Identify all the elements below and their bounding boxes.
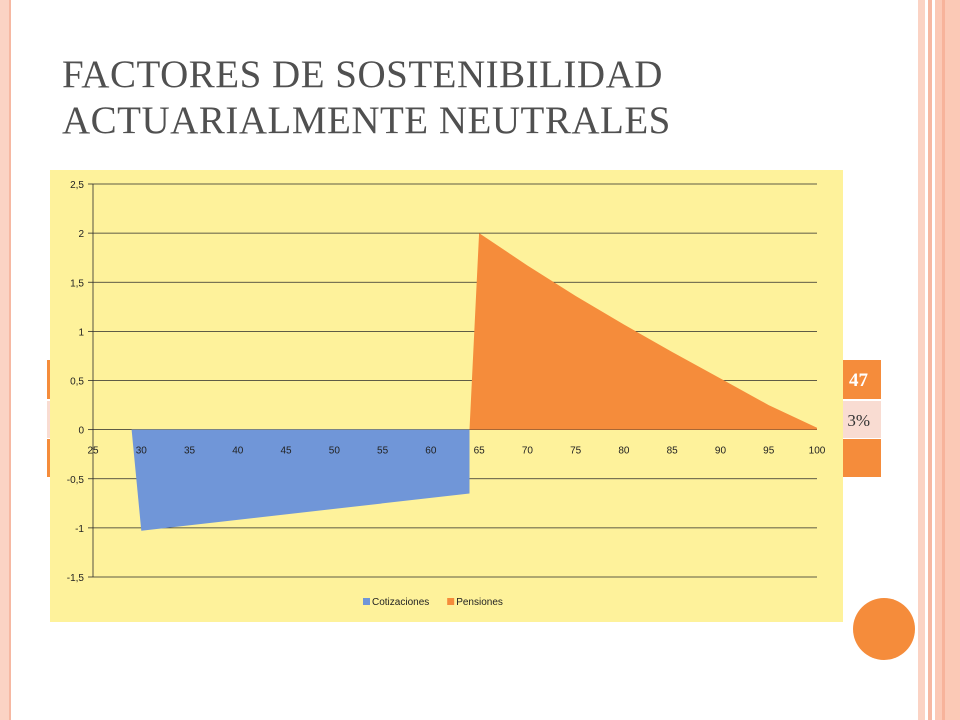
- series-area-cotizaciones: [131, 429, 470, 531]
- x-tick-label: 25: [87, 446, 99, 457]
- series-area-pensiones: [469, 233, 817, 430]
- legend-label: Cotizaciones: [372, 597, 429, 608]
- x-tick-label: 95: [763, 446, 775, 457]
- table-cell-value: 47: [849, 370, 868, 391]
- right-border-outer: [935, 0, 960, 720]
- x-tick-label: 90: [715, 446, 727, 457]
- slide-title-line1: FACTORES DE SOSTENIBILIDAD: [62, 53, 663, 96]
- x-tick-label: 40: [232, 446, 244, 457]
- x-tick-label: 70: [522, 446, 534, 457]
- y-tick-label: -1,5: [67, 573, 85, 584]
- x-tick-label: 60: [425, 446, 437, 457]
- x-tick-label: 85: [667, 446, 679, 457]
- x-tick-label: 30: [136, 446, 148, 457]
- legend-swatch: [363, 598, 370, 605]
- x-tick-label: 35: [184, 446, 196, 457]
- y-tick-label: 2: [78, 229, 84, 240]
- slide-title: FACTORES DE SOSTENIBILIDAD ACTUARIALMENT…: [62, 52, 862, 144]
- y-tick-label: 0,5: [70, 377, 84, 388]
- chart-area: 2,5 2 1,5 1 0,5 0 -0,5 -1 -1,5 25 30 35 40 45 50 55 60 65…: [50, 170, 843, 622]
- left-border-band: [0, 0, 9, 720]
- slide-title-line2: ACTUARIALMENTE NEUTRALES: [62, 99, 671, 142]
- y-tick-label: 1,5: [70, 278, 84, 289]
- right-border-line: [928, 0, 932, 720]
- x-tick-label: 45: [281, 446, 293, 457]
- x-tick-label: 65: [474, 446, 486, 457]
- y-tick-label: 1: [78, 327, 84, 338]
- y-tick-label: 0: [78, 426, 84, 437]
- legend-swatch: [447, 598, 455, 605]
- legend-label: Pensiones: [456, 597, 503, 608]
- right-border-band: [918, 0, 925, 720]
- x-tick-label: 80: [618, 446, 630, 457]
- x-tick-label: 55: [377, 446, 389, 457]
- x-tick-label: 100: [809, 446, 826, 457]
- x-tick-label: 50: [329, 446, 341, 457]
- accent-circle: [853, 598, 915, 660]
- x-tick-label: 75: [570, 446, 582, 457]
- y-tick-label: -0,5: [67, 475, 85, 486]
- table-cell-value: 3%: [847, 411, 870, 430]
- right-border-stripe: [942, 0, 945, 720]
- area-chart: 2,5 2 1,5 1 0,5 0 -0,5 -1 -1,5 25 30 35 40 45 50 55 60 65…: [67, 180, 826, 608]
- y-tick-label: 2,5: [70, 180, 84, 191]
- y-tick-label: -1: [75, 524, 84, 535]
- left-border-line: [9, 0, 11, 720]
